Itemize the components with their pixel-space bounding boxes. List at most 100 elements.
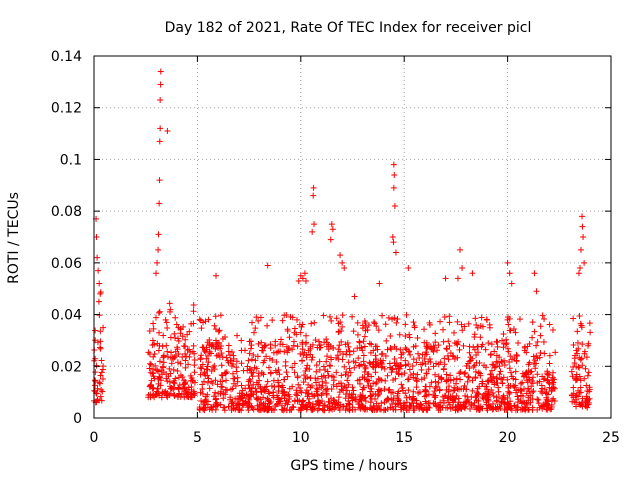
data-point [525, 361, 532, 368]
data-point [403, 407, 410, 414]
data-point [252, 385, 259, 392]
data-point [454, 318, 461, 325]
data-point [319, 406, 326, 413]
data-point [160, 359, 167, 366]
data-point [238, 382, 245, 389]
data-point [210, 343, 217, 350]
data-point [534, 371, 541, 378]
data-point [457, 368, 464, 375]
data-point [423, 351, 430, 358]
data-point [350, 328, 357, 335]
data-point [160, 332, 167, 339]
data-point [391, 171, 398, 178]
data-point [233, 364, 240, 371]
data-point [574, 339, 581, 346]
data-point [546, 321, 553, 328]
data-point [475, 391, 482, 398]
data-point [190, 320, 197, 327]
data-point [338, 383, 345, 390]
data-point [398, 381, 405, 388]
data-point [205, 359, 212, 366]
x-tick-label: 5 [193, 430, 202, 446]
data-point [515, 386, 522, 393]
data-point [577, 320, 584, 327]
data-point [172, 335, 179, 342]
data-point [500, 394, 507, 401]
data-point [513, 351, 520, 358]
data-point [354, 377, 361, 384]
data-point [583, 393, 590, 400]
data-point [454, 341, 461, 348]
data-point [335, 394, 342, 401]
data-point [578, 246, 585, 253]
data-point [474, 385, 481, 392]
data-point [349, 384, 356, 391]
data-point [389, 366, 396, 373]
data-point [408, 399, 415, 406]
data-point [266, 390, 273, 397]
data-point [328, 221, 335, 228]
data-point [362, 365, 369, 372]
data-point [162, 388, 169, 395]
data-point [315, 402, 322, 409]
data-point [406, 366, 413, 373]
data-point [182, 357, 189, 364]
data-point [157, 125, 164, 132]
data-point [443, 378, 450, 385]
data-point [262, 400, 269, 407]
data-point [371, 320, 378, 327]
data-point [470, 363, 477, 370]
data-point [463, 386, 470, 393]
data-point [339, 323, 346, 330]
data-point [293, 389, 300, 396]
data-point [217, 312, 224, 319]
data-point [156, 308, 163, 315]
data-point [298, 401, 305, 408]
data-point [223, 368, 230, 375]
data-point [451, 396, 458, 403]
data-point [503, 340, 510, 347]
y-tick-label: 0.08 [51, 204, 82, 220]
data-point [571, 360, 578, 367]
data-point [445, 338, 452, 345]
data-point [435, 407, 442, 414]
data-point [170, 366, 177, 373]
data-point [508, 280, 515, 287]
data-point [179, 333, 186, 340]
data-point [246, 376, 253, 383]
data-point [375, 327, 382, 334]
data-point [191, 362, 198, 369]
data-point [92, 378, 99, 385]
data-point [182, 343, 189, 350]
data-point [467, 406, 474, 413]
data-point [459, 265, 466, 272]
data-point [439, 404, 446, 411]
data-point [471, 331, 478, 338]
data-point [202, 349, 209, 356]
data-point [313, 401, 320, 408]
data-point [572, 399, 579, 406]
data-point [512, 376, 519, 383]
data-point [431, 400, 438, 407]
data-point [157, 377, 164, 384]
data-point [320, 402, 327, 409]
data-point [199, 381, 206, 388]
data-point [462, 369, 469, 376]
data-point [581, 259, 588, 266]
data-point [376, 280, 383, 287]
data-point [201, 398, 208, 405]
data-point [475, 369, 482, 376]
data-point [200, 390, 207, 397]
data-point [507, 327, 514, 334]
data-point [309, 228, 316, 235]
data-point [153, 314, 160, 321]
data-point [217, 378, 224, 385]
data-point [397, 400, 404, 407]
data-point [311, 221, 318, 228]
data-point [368, 385, 375, 392]
data-point [457, 246, 464, 253]
data-point [306, 366, 313, 373]
data-point [381, 385, 388, 392]
data-point [312, 337, 319, 344]
